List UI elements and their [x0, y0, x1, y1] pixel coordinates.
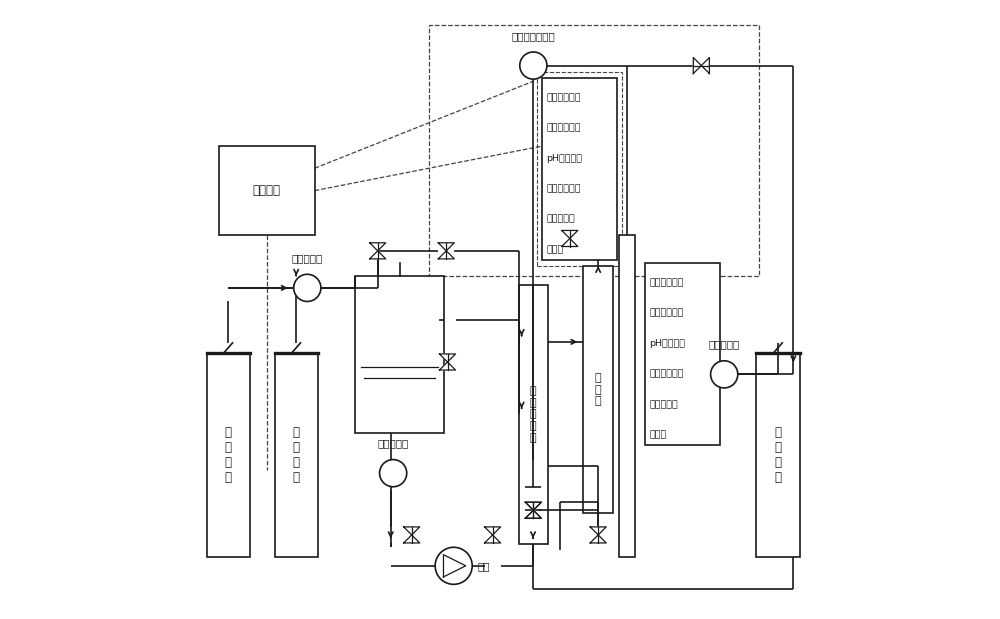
Polygon shape	[370, 243, 386, 251]
Bar	[619, 235, 635, 556]
Circle shape	[435, 547, 472, 584]
Text: 压力变送器: 压力变送器	[546, 215, 575, 223]
Text: 数采系统: 数采系统	[253, 184, 281, 197]
Bar	[519, 285, 548, 544]
Bar	[207, 353, 250, 556]
Bar	[645, 263, 720, 446]
Circle shape	[294, 274, 321, 301]
Polygon shape	[693, 58, 701, 74]
Text: 热电偶: 热电偶	[649, 430, 667, 439]
Text: 质量流量计: 质量流量计	[292, 253, 323, 263]
Polygon shape	[562, 230, 578, 238]
Polygon shape	[562, 238, 578, 246]
Text: 反
应
器: 反 应 器	[595, 373, 602, 407]
Bar	[429, 25, 759, 275]
Circle shape	[380, 459, 407, 487]
Text: 氧
气
钢
瓶: 氧 气 钢 瓶	[293, 426, 300, 483]
Text: 氮
气
钢
瓶: 氮 气 钢 瓶	[225, 426, 232, 483]
Bar	[275, 353, 318, 556]
Text: 金属转子流量计: 金属转子流量计	[511, 31, 555, 41]
Text: 氢
气
钢
瓶: 氢 气 钢 瓶	[774, 426, 781, 483]
Text: 溶解氢分析仪: 溶解氢分析仪	[649, 279, 684, 287]
Text: 电导率分析仪: 电导率分析仪	[649, 370, 684, 378]
Text: 电导率分析仪: 电导率分析仪	[546, 184, 581, 193]
Polygon shape	[525, 510, 541, 518]
Bar	[219, 146, 315, 235]
Text: pH值分析仪: pH值分析仪	[649, 339, 685, 348]
Text: 溶解氢分析仪: 溶解氢分析仪	[546, 93, 581, 102]
Text: 水泵: 水泵	[477, 561, 490, 571]
Polygon shape	[370, 251, 386, 259]
Polygon shape	[404, 535, 420, 543]
Text: 静
态
混
合
器: 静 态 混 合 器	[530, 386, 536, 443]
Text: 热电偶: 热电偶	[546, 245, 564, 254]
Polygon shape	[525, 510, 541, 518]
Polygon shape	[438, 251, 454, 259]
Polygon shape	[438, 243, 454, 251]
Text: 质量流量计: 质量流量计	[709, 340, 740, 350]
Polygon shape	[439, 362, 456, 370]
Polygon shape	[439, 354, 456, 362]
Polygon shape	[485, 527, 501, 535]
Polygon shape	[525, 502, 541, 510]
Polygon shape	[525, 502, 541, 510]
Polygon shape	[485, 535, 501, 543]
Polygon shape	[404, 527, 420, 535]
Text: 溶解氧分析仪: 溶解氧分析仪	[546, 124, 581, 132]
Text: pH值分析仪: pH值分析仪	[546, 154, 582, 163]
Bar	[542, 78, 617, 260]
Bar	[355, 275, 444, 433]
Polygon shape	[590, 535, 606, 543]
Text: 溶解氧分析仪: 溶解氧分析仪	[649, 309, 684, 318]
Bar	[756, 353, 800, 556]
Bar	[583, 266, 613, 513]
Polygon shape	[701, 58, 709, 74]
Circle shape	[520, 52, 547, 79]
Text: 压力变送器: 压力变送器	[649, 400, 678, 409]
Circle shape	[711, 361, 738, 388]
Polygon shape	[590, 527, 606, 535]
Text: 质量流量计: 质量流量计	[378, 438, 409, 448]
Bar	[537, 72, 622, 266]
